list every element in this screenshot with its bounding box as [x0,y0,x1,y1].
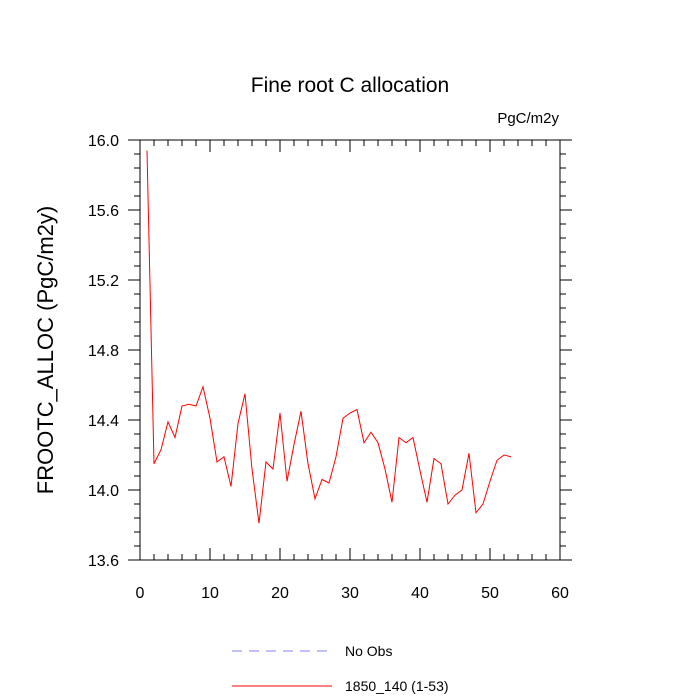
x-tick-label: 40 [411,585,429,602]
y-tick-label: 14.8 [88,343,119,360]
y-axis-label: FROOTC_ALLOC (PgC/m2y) [33,206,58,495]
axis-ticks [128,139,572,561]
units-label: PgC/m2y [497,110,559,127]
plot-frame [139,139,561,561]
y-tick-label: 13.6 [88,553,119,570]
series-lines [146,150,512,524]
chart-title: Fine root C allocation [251,74,449,97]
x-tick-label: 10 [201,585,219,602]
series-line [146,150,512,524]
legend: No Obs 1850_140 (1-53) [232,643,449,694]
y-tick-label: 15.6 [88,203,119,220]
legend-label: 1850_140 (1-53) [345,678,449,694]
x-tick-label: 60 [551,585,569,602]
y-tick-label: 15.2 [88,273,119,290]
x-tick-label: 20 [271,585,289,602]
x-tick-label: 0 [136,585,145,602]
x-tick-label: 30 [341,585,359,602]
y-tick-label: 14.4 [88,413,119,430]
x-tick-label: 50 [481,585,499,602]
tick-labels: 0 10 20 30 40 50 60 13.6 14.0 14.4 14.8 15.2 15.6 16.… [88,133,569,602]
legend-label: No Obs [345,643,392,659]
y-tick-label: 16.0 [88,133,119,150]
y-tick-label: 14.0 [88,483,119,500]
